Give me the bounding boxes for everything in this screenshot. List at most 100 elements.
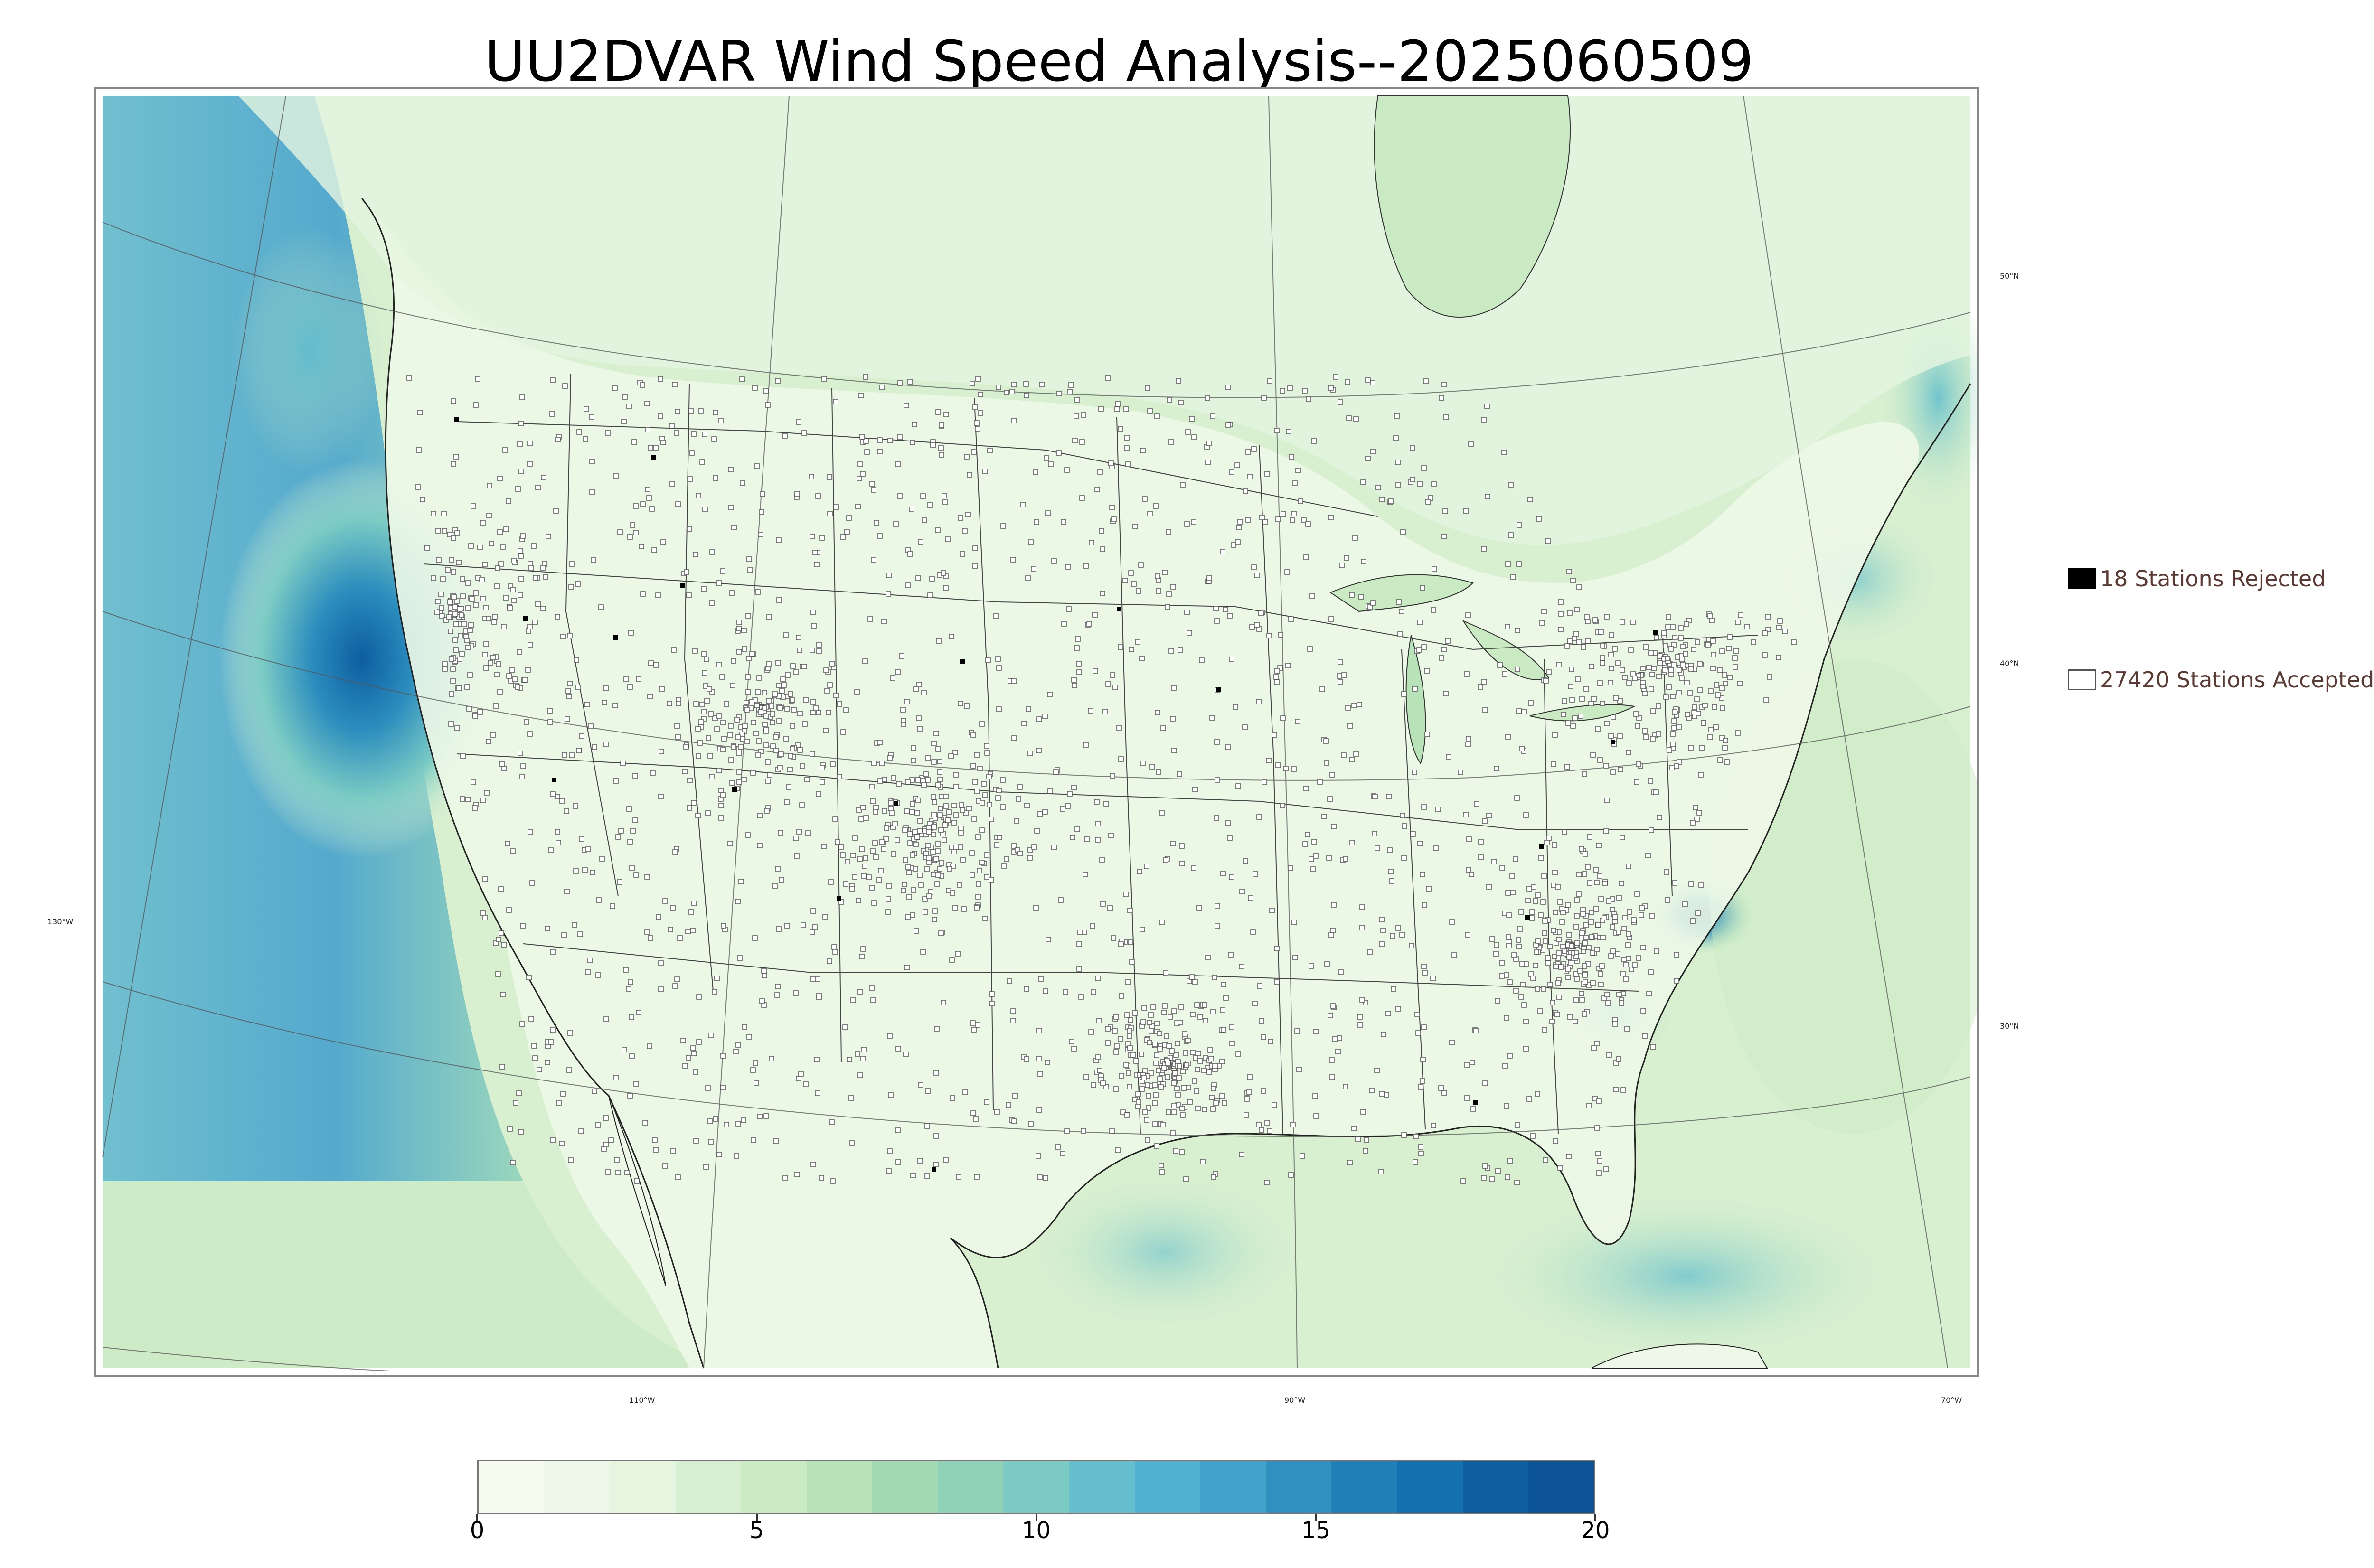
station-accepted bbox=[724, 1122, 729, 1127]
station-accepted bbox=[516, 1090, 522, 1096]
station-accepted bbox=[801, 922, 806, 928]
station-accepted bbox=[837, 701, 842, 707]
station-accepted bbox=[949, 957, 955, 963]
station-accepted bbox=[1210, 413, 1215, 419]
station-accepted bbox=[1564, 764, 1570, 770]
station-accepted bbox=[720, 720, 726, 725]
station-accepted bbox=[745, 689, 751, 695]
station-accepted bbox=[1344, 555, 1349, 561]
station-accepted bbox=[579, 733, 584, 739]
station-accepted bbox=[605, 430, 611, 436]
station-accepted bbox=[1400, 529, 1406, 535]
station-accepted bbox=[975, 894, 981, 900]
station-accepted bbox=[555, 829, 560, 835]
station-accepted bbox=[1566, 954, 1572, 960]
station-accepted bbox=[925, 777, 931, 783]
station-accepted bbox=[1396, 599, 1402, 605]
station-accepted bbox=[1215, 903, 1220, 909]
station-accepted bbox=[1206, 441, 1212, 446]
station-accepted bbox=[1597, 757, 1603, 763]
station-accepted bbox=[1767, 674, 1772, 680]
station-accepted bbox=[1603, 828, 1609, 834]
station-accepted bbox=[603, 1016, 609, 1022]
station-accepted bbox=[819, 535, 825, 541]
station-accepted bbox=[1535, 1091, 1540, 1097]
station-accepted bbox=[958, 844, 963, 850]
station-accepted bbox=[693, 701, 699, 707]
colorbar-step bbox=[741, 1461, 807, 1513]
station-accepted bbox=[1589, 664, 1594, 669]
station-accepted bbox=[1518, 994, 1524, 1000]
station-accepted bbox=[1663, 643, 1668, 648]
station-accepted bbox=[1183, 1176, 1189, 1182]
station-accepted bbox=[1124, 435, 1130, 441]
station-accepted bbox=[902, 882, 907, 887]
station-accepted bbox=[716, 662, 722, 667]
station-accepted bbox=[574, 657, 579, 663]
station-accepted bbox=[766, 698, 772, 704]
station-accepted bbox=[946, 809, 952, 815]
station-accepted bbox=[1585, 619, 1591, 624]
station-accepted bbox=[857, 461, 863, 467]
station-accepted bbox=[1083, 742, 1089, 748]
station-accepted bbox=[1164, 1033, 1169, 1039]
station-accepted bbox=[707, 1118, 713, 1124]
station-accepted bbox=[1347, 1160, 1353, 1165]
station-accepted bbox=[1006, 1102, 1011, 1108]
station-accepted bbox=[1402, 823, 1407, 829]
station-accepted bbox=[784, 799, 790, 805]
station-accepted bbox=[640, 382, 645, 388]
station-accepted bbox=[1283, 766, 1289, 771]
station-accepted bbox=[456, 560, 462, 565]
station-accepted bbox=[1001, 863, 1007, 869]
station-accepted bbox=[1329, 1057, 1335, 1063]
colorbar-tick-label: 5 bbox=[749, 1517, 764, 1544]
station-accepted bbox=[1291, 511, 1297, 516]
station-accepted bbox=[1372, 794, 1378, 799]
station-accepted bbox=[1309, 593, 1315, 599]
station-accepted bbox=[612, 385, 618, 391]
station-accepted bbox=[1719, 648, 1725, 654]
station-accepted bbox=[763, 714, 769, 719]
station-accepted bbox=[1569, 667, 1574, 672]
station-accepted bbox=[1505, 1174, 1510, 1180]
station-accepted bbox=[904, 808, 910, 814]
station-accepted bbox=[1097, 469, 1103, 475]
station-accepted bbox=[741, 1117, 746, 1123]
station-accepted bbox=[1303, 554, 1309, 560]
station-accepted bbox=[801, 430, 807, 436]
station-accepted bbox=[491, 619, 497, 625]
station-accepted bbox=[744, 739, 750, 744]
station-accepted bbox=[1261, 1088, 1266, 1094]
station-accepted bbox=[1600, 655, 1605, 661]
station-accepted bbox=[794, 1172, 800, 1177]
station-accepted bbox=[1191, 519, 1196, 525]
station-accepted bbox=[482, 876, 488, 882]
station-accepted bbox=[1576, 584, 1582, 590]
station-accepted bbox=[989, 1001, 995, 1006]
station-accepted bbox=[1558, 964, 1564, 970]
station-accepted bbox=[629, 1014, 634, 1020]
station-accepted bbox=[1762, 630, 1768, 636]
station-accepted bbox=[568, 1157, 574, 1163]
station-accepted bbox=[1594, 947, 1600, 952]
station-accepted bbox=[951, 820, 957, 826]
station-accepted bbox=[1443, 691, 1449, 696]
station-accepted bbox=[1552, 870, 1558, 875]
station-accepted bbox=[1306, 396, 1311, 402]
station-accepted bbox=[753, 731, 759, 736]
station-accepted bbox=[1156, 769, 1161, 775]
station-accepted bbox=[472, 805, 478, 811]
station-accepted bbox=[1317, 779, 1323, 785]
station-accepted bbox=[888, 800, 894, 806]
station-accepted bbox=[1615, 951, 1620, 957]
station-accepted bbox=[762, 705, 767, 711]
station-accepted bbox=[976, 881, 981, 887]
station-accepted bbox=[1431, 1123, 1436, 1128]
station-accepted bbox=[1154, 1143, 1159, 1149]
station-accepted bbox=[1212, 1063, 1218, 1069]
station-accepted bbox=[790, 746, 795, 751]
station-accepted bbox=[1167, 397, 1172, 403]
station-accepted bbox=[658, 960, 664, 966]
station-accepted bbox=[653, 1147, 659, 1153]
